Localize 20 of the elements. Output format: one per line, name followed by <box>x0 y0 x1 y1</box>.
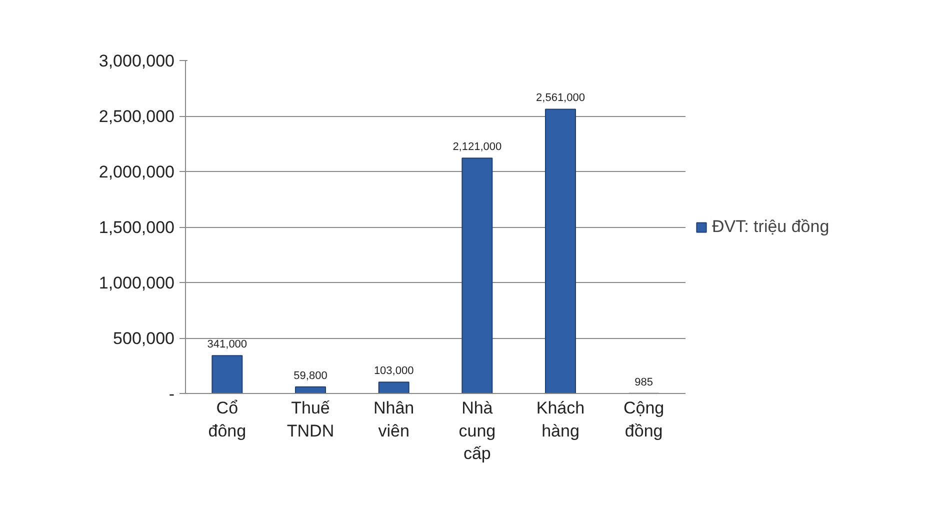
data-label: 2,121,000 <box>452 141 502 154</box>
data-label: 59,800 <box>294 370 328 382</box>
y-tick-label: 1,500,000 <box>98 218 175 237</box>
x-tick-label: Thuế TNDN <box>286 398 334 440</box>
x-tick-label: Khách hàng <box>536 398 585 440</box>
y-tick-label: 2,500,000 <box>98 107 175 126</box>
x-tick-label: Cổ đông <box>208 398 246 440</box>
data-label: 2,561,000 <box>536 92 585 104</box>
y-tick-label: - <box>168 384 175 404</box>
data-label: 103,000 <box>374 365 414 378</box>
legend-label: ĐVT: triệu đồng <box>712 216 830 236</box>
x-tick-label: Cộng đồng <box>624 398 664 440</box>
data-label: 341,000 <box>207 338 248 351</box>
x-tick-label: Nhân viên <box>374 398 414 440</box>
y-tick-label: 2,000,000 <box>98 162 175 182</box>
x-tick-label: Nhà cung cấp <box>458 398 496 464</box>
y-tick-label: 3,000,000 <box>98 52 175 70</box>
y-tick-label: 500,000 <box>113 329 174 348</box>
y-tick-label: 1,000,000 <box>98 274 175 292</box>
data-label: 985 <box>634 376 654 388</box>
